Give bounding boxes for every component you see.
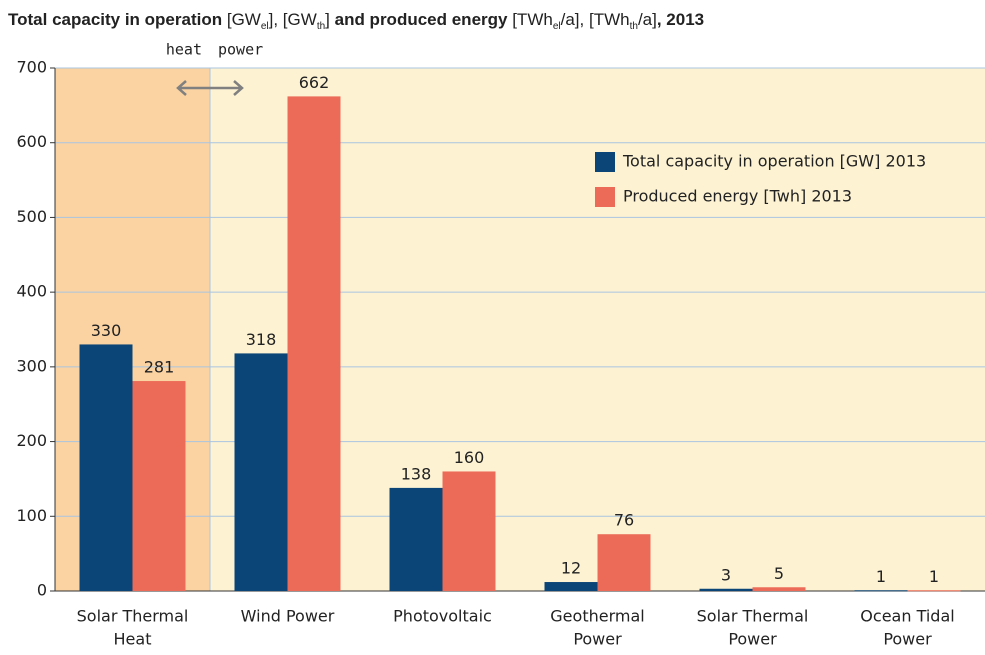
y-tick-label: 300 xyxy=(16,356,47,375)
legend-swatch xyxy=(595,187,615,207)
data-label: 5 xyxy=(774,564,784,583)
bar xyxy=(234,353,288,591)
bar xyxy=(597,534,651,591)
title-part: , 2013 xyxy=(657,10,704,29)
x-tick-label: Power xyxy=(573,630,622,649)
data-label: 330 xyxy=(91,321,122,340)
title-part: [TWh xyxy=(507,10,552,29)
data-label: 1 xyxy=(929,567,939,586)
data-label: 318 xyxy=(246,330,277,349)
data-label: 76 xyxy=(614,511,634,530)
title-part: el xyxy=(553,21,561,32)
title-part: [GW xyxy=(222,10,261,29)
bar xyxy=(79,344,133,591)
x-tick-label: Solar Thermal xyxy=(77,607,189,626)
bar xyxy=(389,487,443,591)
legend-label: Total capacity in operation [GW] 2013 xyxy=(622,152,926,171)
data-label: 281 xyxy=(144,358,175,377)
y-tick-label: 500 xyxy=(16,207,47,226)
annotation-arrow xyxy=(176,80,244,96)
bar xyxy=(854,590,908,592)
data-label: 160 xyxy=(454,448,485,467)
x-tick-label: Ocean Tidal xyxy=(860,607,954,626)
legend-label: Produced energy [Twh] 2013 xyxy=(623,187,852,206)
y-tick-label: 600 xyxy=(16,132,47,151)
x-tick-label: Wind Power xyxy=(241,607,335,626)
y-tick-label: 200 xyxy=(16,431,47,450)
title-part: th xyxy=(630,21,638,32)
bar xyxy=(907,590,961,592)
y-tick-label: 400 xyxy=(16,282,47,301)
x-tick-label: Photovoltaic xyxy=(393,607,492,626)
x-tick-label: Geothermal xyxy=(550,607,644,626)
data-label: 3 xyxy=(721,565,731,584)
x-tick-label: Heat xyxy=(114,630,152,649)
bar xyxy=(544,582,598,591)
bar xyxy=(132,381,186,591)
x-tick-label: Solar Thermal xyxy=(697,607,809,626)
data-label: 12 xyxy=(561,559,581,578)
title-part: ] xyxy=(325,10,330,29)
title-part: and produced energy xyxy=(330,10,508,29)
y-tick-label: 700 xyxy=(16,58,47,77)
bar xyxy=(442,471,496,591)
bar xyxy=(752,587,806,591)
annotation: heat xyxy=(166,41,202,59)
title-part: /a], [TWh xyxy=(561,10,630,29)
y-tick-label: 0 xyxy=(37,581,47,600)
chart-title: Total capacity in operation [GWel], [GWt… xyxy=(8,10,704,32)
title-part: ], [GW xyxy=(269,10,317,29)
data-label: 1 xyxy=(876,567,886,586)
annotation: power xyxy=(218,41,263,59)
legend-swatch xyxy=(595,152,615,172)
bar xyxy=(699,588,753,591)
y-tick-label: 100 xyxy=(16,506,47,525)
title-part: /a] xyxy=(638,10,657,29)
x-tick-label: Power xyxy=(728,630,777,649)
x-tick-label: Power xyxy=(883,630,932,649)
data-label: 138 xyxy=(401,464,432,483)
bar xyxy=(287,96,341,592)
data-label: 662 xyxy=(299,73,330,92)
title-part: Total capacity in operation xyxy=(8,10,222,29)
title-part: el xyxy=(261,21,269,32)
title-part: th xyxy=(317,21,325,32)
